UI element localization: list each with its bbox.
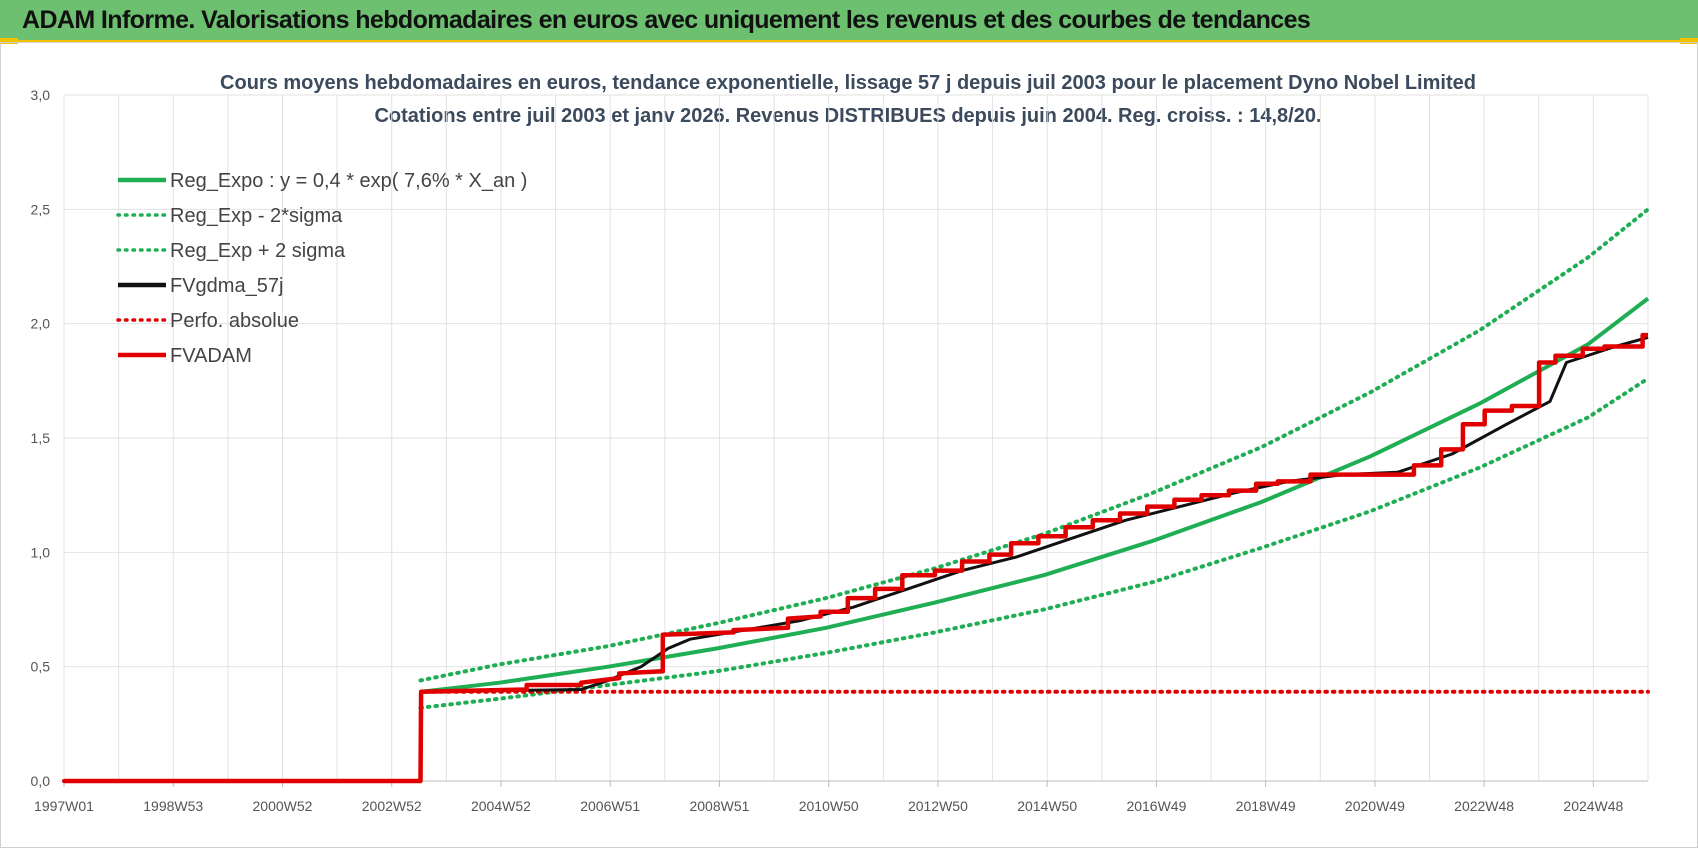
x-tick-label: 2018W49 bbox=[1236, 798, 1296, 814]
x-axis-ticks: 1997W01 1998W53 2000W52 2002W52 2004W52 2006W… bbox=[34, 781, 1624, 814]
series-group bbox=[62, 207, 1650, 784]
y-tick-label: 1,5 bbox=[31, 430, 51, 446]
y-tick-label: 1,0 bbox=[31, 544, 51, 560]
legend-label: FVADAM bbox=[170, 345, 252, 367]
x-tick-label: 2024W48 bbox=[1563, 798, 1623, 814]
x-tick-label: 2008W51 bbox=[689, 798, 749, 814]
y-tick-label: 0,5 bbox=[31, 659, 51, 675]
x-tick-label: 2020W49 bbox=[1345, 798, 1405, 814]
y-tick-label: 2,5 bbox=[31, 201, 51, 217]
legend-label: Reg_Expo : y = 0,4 * exp( 7,6% * X_an ) bbox=[170, 170, 527, 192]
series-line-1 bbox=[420, 296, 1650, 694]
legend-label: Reg_Exp + 2 sigma bbox=[170, 240, 346, 262]
report-banner: ADAM Informe. Valorisations hebdomadaire… bbox=[0, 0, 1698, 42]
series-line-5 bbox=[62, 689, 1650, 783]
x-tick-label: 2004W52 bbox=[471, 798, 531, 814]
corner-marker-left bbox=[0, 38, 18, 44]
grid bbox=[63, 94, 1649, 782]
y-tick-label: 0,0 bbox=[31, 773, 51, 789]
legend-label: Perfo. absolue bbox=[170, 310, 299, 332]
series-line-4 bbox=[64, 335, 1649, 783]
x-tick-label: 1997W01 bbox=[34, 798, 94, 814]
series-line-2 bbox=[418, 376, 1650, 710]
x-tick-label: 1998W53 bbox=[143, 798, 203, 814]
x-tick-label: 2000W52 bbox=[253, 798, 313, 814]
legend-label: FVgdma_57j bbox=[170, 275, 283, 297]
x-tick-label: 2014W50 bbox=[1017, 798, 1077, 814]
series-line-6 bbox=[64, 332, 1648, 784]
x-tick-label: 2006W51 bbox=[580, 798, 640, 814]
chart-title: Cours moyens hebdomadaires en euros, ten… bbox=[220, 72, 1476, 94]
legend: Reg_Expo : y = 0,4 * exp( 7,6% * X_an ) R… bbox=[116, 170, 527, 367]
x-tick-label: 2016W49 bbox=[1126, 798, 1186, 814]
x-tick-label: 2022W48 bbox=[1454, 798, 1514, 814]
legend-label: Reg_Exp - 2*sigma bbox=[170, 205, 343, 227]
x-tick-label: 2010W50 bbox=[799, 798, 859, 814]
x-tick-label: 2012W50 bbox=[908, 798, 968, 814]
y-tick-label: 3,0 bbox=[31, 87, 51, 103]
chart-subtitle: Cotations entre juil 2003 et janv 2026. … bbox=[374, 105, 1321, 127]
report-title: ADAM Informe. Valorisations hebdomadaire… bbox=[22, 6, 1311, 34]
y-axis-ticks: 0,0 0,5 1,0 1,5 2,0 2,5 3,0 bbox=[31, 87, 51, 789]
corner-marker-right bbox=[1680, 38, 1698, 44]
series-line-3 bbox=[418, 207, 1650, 683]
x-tick-label: 2002W52 bbox=[362, 798, 422, 814]
y-tick-label: 2,0 bbox=[31, 316, 51, 332]
